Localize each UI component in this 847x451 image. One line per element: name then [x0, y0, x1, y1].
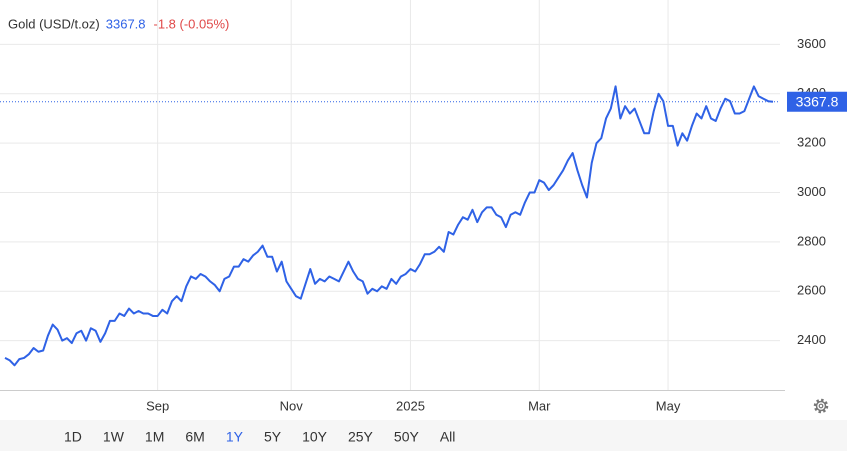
y-tick-label: 2400: [797, 332, 826, 347]
header: Gold (USD/t.oz) 3367.8 -1.8 (-0.05%): [8, 16, 229, 31]
range-button[interactable]: All: [440, 429, 456, 445]
y-tick-label: 2800: [797, 233, 826, 248]
gear-hub: [818, 403, 824, 409]
range-button[interactable]: 1Y: [226, 429, 244, 445]
last-price-tag: 3367.8: [787, 91, 847, 112]
settings-icon[interactable]: [813, 398, 829, 414]
x-tick-label: Nov: [280, 398, 304, 413]
x-tick-label: Mar: [528, 398, 551, 413]
last-price: 3367.8: [106, 16, 146, 31]
range-button[interactable]: 6M: [185, 429, 204, 445]
y-tick-label: 2600: [797, 283, 826, 298]
range-bar: [0, 420, 847, 451]
x-tick-label: May: [656, 398, 681, 413]
x-tick-label: Sep: [146, 398, 169, 413]
chart-title: Gold (USD/t.oz): [8, 16, 100, 31]
x-tick-label: 2025: [396, 398, 425, 413]
range-button[interactable]: 50Y: [394, 429, 420, 445]
range-button[interactable]: 5Y: [264, 429, 282, 445]
y-tick-label: 3000: [797, 184, 826, 199]
range-button[interactable]: 1W: [103, 429, 125, 445]
range-button[interactable]: 10Y: [302, 429, 328, 445]
range-button[interactable]: 25Y: [348, 429, 374, 445]
y-tick-label: 3200: [797, 135, 826, 150]
range-button[interactable]: 1D: [64, 429, 82, 445]
y-tick-label: 3600: [797, 36, 826, 51]
last-price-tag-label: 3367.8: [796, 93, 839, 109]
gear-ring: [815, 400, 827, 412]
price-change: -1.8 (-0.05%): [154, 16, 230, 31]
range-button[interactable]: 1M: [145, 429, 164, 445]
gear-teeth: [813, 398, 829, 414]
last-price-tag-bg: [787, 91, 847, 112]
price-line: [4, 85, 774, 367]
